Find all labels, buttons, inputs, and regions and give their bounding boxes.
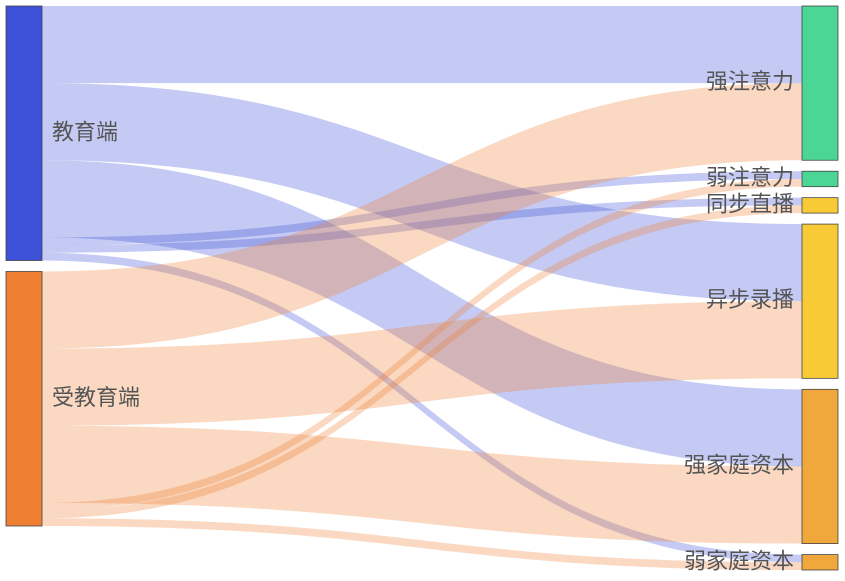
node-label: 强家庭资本 (684, 453, 794, 478)
node (5, 5, 43, 261)
node-label: 弱家庭资本 (684, 549, 794, 574)
node (5, 271, 43, 527)
link (42, 171, 802, 246)
node (801, 554, 839, 571)
link (42, 205, 802, 519)
node (801, 388, 839, 544)
link (42, 83, 802, 302)
node-label: 弱注意力 (706, 166, 794, 191)
node (801, 170, 839, 188)
link (42, 6, 802, 84)
link (42, 178, 802, 511)
node-label: 异步录播 (706, 288, 794, 313)
link (42, 518, 802, 570)
link (42, 160, 802, 467)
node-label: 同步直播 (706, 192, 794, 217)
node (801, 5, 839, 161)
node (801, 223, 839, 379)
node-label: 教育端 (52, 120, 118, 145)
node-label: 受教育端 (52, 386, 140, 411)
node-label: 强注意力 (706, 70, 794, 95)
link (42, 252, 802, 563)
link (42, 83, 802, 349)
node (801, 197, 839, 214)
link (42, 197, 802, 253)
link (42, 425, 802, 544)
links (42, 6, 802, 570)
link (42, 301, 802, 426)
